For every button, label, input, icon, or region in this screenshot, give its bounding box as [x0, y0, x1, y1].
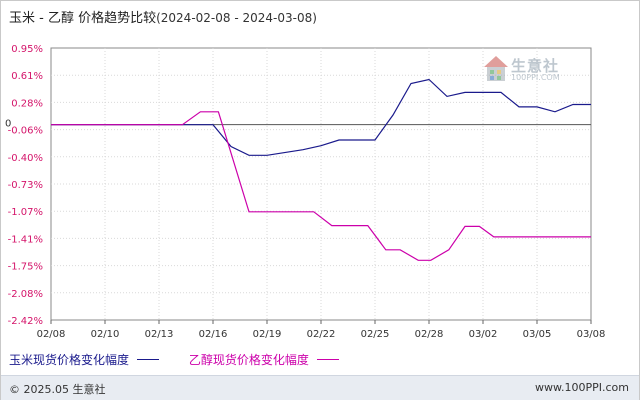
x-tick-label: 03/08 [577, 329, 606, 340]
y-tick-label: 0.61% [11, 71, 43, 82]
series-line-ethanol [51, 111, 591, 261]
y-tick-label: -1.41% [8, 234, 43, 245]
chart-title-main: 玉米 - 乙醇 价格趋势比较 [9, 11, 157, 26]
zero-label: 0 [5, 119, 11, 130]
x-tick-label: 02/08 [37, 329, 66, 340]
line-chart: 0.95% 0.61% 0.28% -0.06% -0.40% -0.73% -1.07% -… [5, 44, 606, 340]
legend-swatch-corn [137, 359, 160, 360]
legend-item-corn: 玉米现货价格变化幅度 [9, 351, 160, 368]
x-tick-label: 02/25 [361, 329, 390, 340]
y-tick-label: -0.73% [8, 180, 43, 191]
copyright-text: © 2025.05 生意社 [9, 383, 106, 396]
chart-legend: 玉米现货价格变化幅度 乙醇现货价格变化幅度 [9, 351, 365, 368]
legend-item-ethanol: 乙醇现货价格变化幅度 [189, 351, 339, 368]
y-tick-label: -2.42% [8, 316, 43, 327]
x-tick-label: 02/22 [307, 329, 336, 340]
watermark-name: 生意社 [511, 57, 560, 75]
legend-label-ethanol: 乙醇现货价格变化幅度 [188, 353, 309, 367]
x-tick-label: 03/02 [469, 329, 498, 340]
y-tick-label: -2.08% [8, 289, 43, 300]
site-url-link[interactable]: www.100PPI.com [535, 381, 629, 394]
house-logo-icon [484, 56, 508, 81]
chart-title-range: (2024-02-08 - 2024-03-08) [156, 11, 317, 25]
x-tick-label: 02/19 [253, 329, 282, 340]
y-tick-label: -0.06% [8, 126, 43, 137]
x-tick-label: 02/10 [91, 329, 120, 340]
series-line-corn [51, 78, 591, 156]
y-tick-label: 0.95% [11, 44, 43, 55]
y-tick-label: -1.07% [8, 207, 43, 218]
chart-title: 玉米 - 乙醇 价格趋势比较(2024-02-08 - 2024-03-08) [9, 7, 317, 26]
x-tick-label: 03/05 [523, 329, 552, 340]
x-tick-label: 02/16 [199, 329, 228, 340]
x-tick-label: 02/28 [415, 329, 444, 340]
legend-label-corn: 玉米现货价格变化幅度 [9, 353, 130, 367]
watermark: 生意社 100PPI.COM [483, 53, 560, 87]
footer-bar: © 2025.05 生意社 www.100PPI.com [1, 375, 639, 400]
watermark-url: 100PPI.COM [511, 73, 560, 82]
y-tick-label: -1.75% [8, 262, 43, 273]
y-tick-label: 0.28% [11, 98, 43, 109]
y-tick-label: -0.40% [8, 153, 43, 164]
x-tick-label: 02/13 [145, 329, 174, 340]
legend-swatch-ethanol [316, 359, 339, 360]
